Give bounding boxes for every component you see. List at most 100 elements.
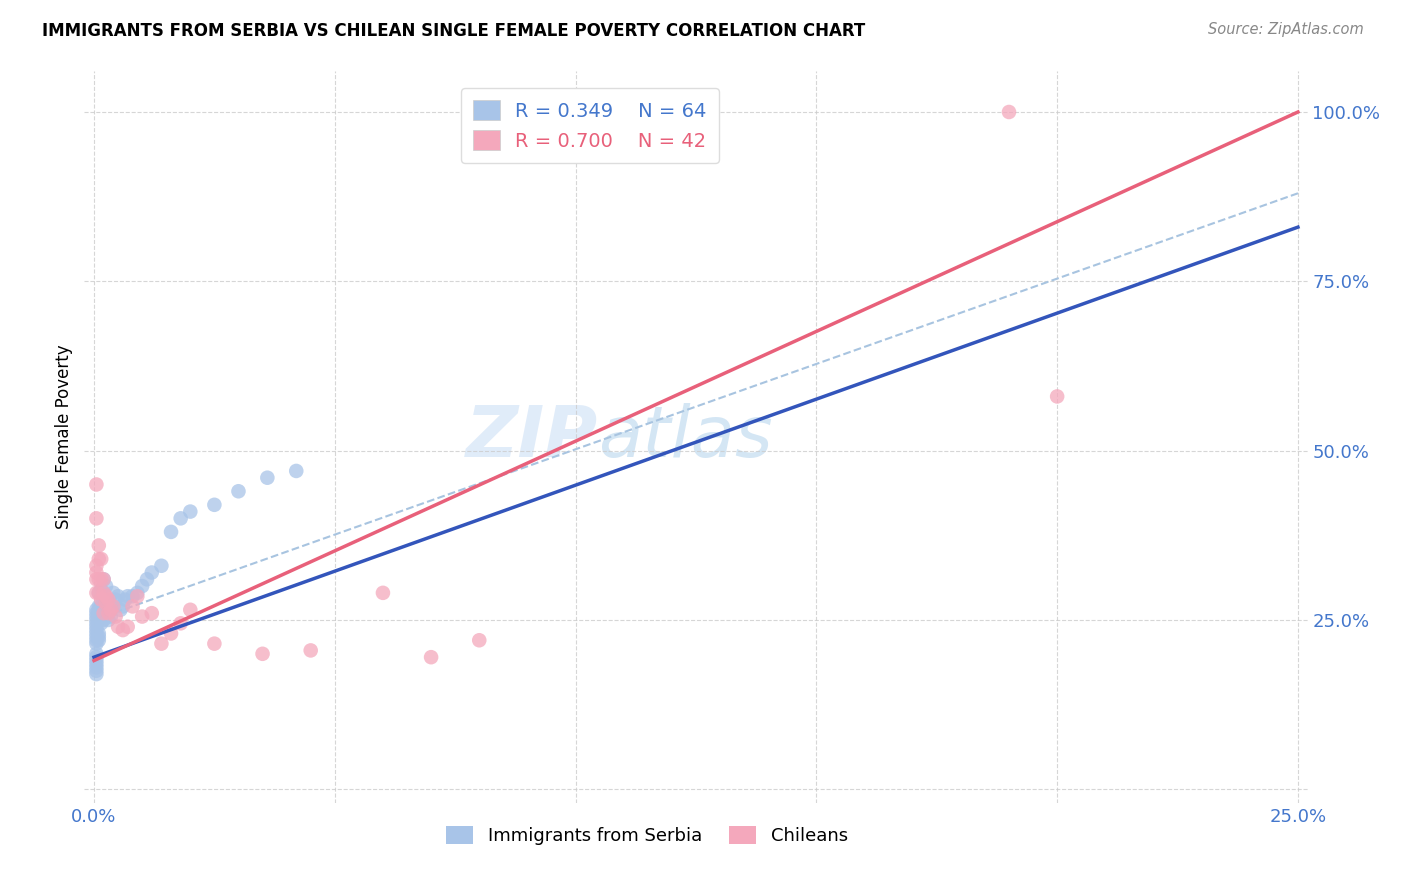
Point	[90, 599, 112, 614]
Point	[160, 626, 183, 640]
Point	[100, 603, 122, 617]
Point	[93, 599, 115, 614]
Point	[94, 589, 117, 603]
Point	[86, 654, 108, 668]
Point	[103, 599, 125, 614]
Point	[93, 613, 115, 627]
Point	[256, 471, 278, 485]
Point	[252, 647, 274, 661]
Point	[107, 620, 129, 634]
Point	[136, 572, 159, 586]
Point	[86, 609, 108, 624]
Point	[86, 586, 108, 600]
Point	[100, 609, 122, 624]
Point	[90, 609, 112, 624]
Text: ZIP: ZIP	[465, 402, 598, 472]
Point	[94, 596, 117, 610]
Point	[87, 572, 110, 586]
Point	[86, 633, 108, 648]
Point	[86, 626, 108, 640]
Point	[87, 606, 110, 620]
Point	[1046, 389, 1069, 403]
Point	[228, 484, 250, 499]
Point	[93, 606, 115, 620]
Point	[93, 592, 115, 607]
Text: Source: ZipAtlas.com: Source: ZipAtlas.com	[1208, 22, 1364, 37]
Point	[121, 599, 143, 614]
Point	[111, 623, 134, 637]
Y-axis label: Single Female Poverty: Single Female Poverty	[55, 345, 73, 529]
Point	[371, 586, 394, 600]
Point	[179, 603, 201, 617]
Point	[103, 599, 125, 614]
Point	[127, 586, 149, 600]
Point	[90, 582, 112, 597]
Point	[86, 558, 108, 573]
Point	[90, 592, 112, 607]
Point	[111, 599, 134, 614]
Point	[86, 603, 108, 617]
Point	[110, 603, 132, 617]
Point	[94, 579, 117, 593]
Point	[90, 616, 112, 631]
Point	[86, 657, 108, 671]
Point	[86, 637, 108, 651]
Point	[90, 572, 112, 586]
Point	[97, 606, 120, 620]
Point	[160, 524, 183, 539]
Point	[86, 647, 108, 661]
Point	[97, 592, 120, 607]
Point	[86, 630, 108, 644]
Point	[150, 637, 173, 651]
Point	[86, 667, 108, 681]
Point	[94, 606, 117, 620]
Point	[86, 660, 108, 674]
Point	[86, 511, 108, 525]
Point	[90, 552, 112, 566]
Legend: Immigrants from Serbia, Chileans: Immigrants from Serbia, Chileans	[439, 819, 855, 852]
Point	[86, 664, 108, 678]
Point	[87, 633, 110, 648]
Point	[170, 616, 193, 631]
Point	[107, 589, 129, 603]
Point	[114, 592, 136, 607]
Point	[86, 623, 108, 637]
Point	[117, 620, 139, 634]
Point	[90, 606, 112, 620]
Point	[998, 105, 1021, 120]
Point	[202, 637, 225, 651]
Point	[420, 650, 443, 665]
Point	[150, 558, 173, 573]
Point	[121, 589, 143, 603]
Point	[468, 633, 491, 648]
Point	[141, 566, 163, 580]
Point	[179, 505, 201, 519]
Point	[93, 572, 115, 586]
Point	[141, 606, 163, 620]
Point	[104, 592, 127, 607]
Point	[87, 626, 110, 640]
Point	[86, 572, 108, 586]
Point	[87, 603, 110, 617]
Point	[86, 613, 108, 627]
Point	[87, 599, 110, 614]
Point	[93, 572, 115, 586]
Point	[87, 630, 110, 644]
Point	[103, 586, 125, 600]
Point	[131, 579, 153, 593]
Point	[299, 643, 322, 657]
Point	[94, 599, 117, 614]
Point	[87, 586, 110, 600]
Point	[97, 606, 120, 620]
Point	[170, 511, 193, 525]
Point	[87, 538, 110, 552]
Point	[285, 464, 308, 478]
Point	[104, 609, 127, 624]
Point	[86, 566, 108, 580]
Point	[97, 603, 120, 617]
Point	[127, 589, 149, 603]
Point	[86, 606, 108, 620]
Text: atlas: atlas	[598, 402, 773, 472]
Point	[87, 586, 110, 600]
Point	[202, 498, 225, 512]
